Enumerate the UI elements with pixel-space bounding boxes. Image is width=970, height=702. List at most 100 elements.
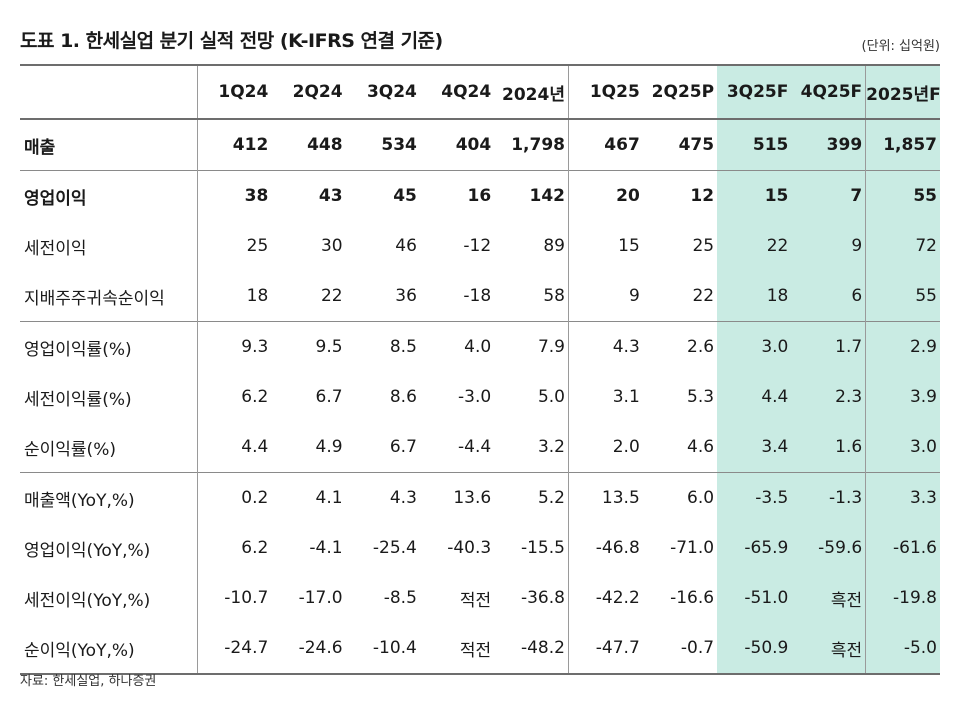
table-cell: 흑전 [791, 573, 867, 623]
table-row: 세전이익(YoY,%) -10.7 -17.0 -8.5 적전 -36.8 -42.2 -16… [20, 573, 940, 623]
source-note: 자료: 한세실업, 하나증권 [20, 674, 157, 689]
row-label: 영업이익 [20, 170, 198, 221]
table-row: 매출 412 448 534 404 1,798 467 475 515 399 1,857 [20, 119, 940, 171]
table-cell: 6.7 [315, 387, 343, 407]
table-cell: 12 [690, 186, 715, 206]
table-cell: -48.2 [494, 623, 569, 674]
table-cell: 9 [628, 286, 640, 306]
table-cell: -15.5 [494, 523, 569, 573]
header-row: 1Q24 2Q24 3Q24 4Q24 2024년 1Q25 2Q25P 3Q2… [20, 65, 941, 119]
table-cell: -24.7 [224, 638, 269, 658]
column-header: 2Q24 [292, 82, 343, 102]
table-cell: 4.3 [389, 488, 417, 508]
table-row: 순이익(YoY,%) -24.7 -24.6 -10.4 적전 -48.2 -47.7 -0.… [20, 623, 940, 674]
row-label: 순이익률(%) [20, 422, 198, 473]
table-cell: 5.2 [494, 472, 569, 523]
table-cell: -50.9 [717, 623, 792, 674]
row-label: 세전이익 [20, 221, 198, 271]
column-header: 2024년 [494, 65, 569, 119]
unit-label: (단위: 십억원) [861, 39, 940, 54]
table-cell: 1.7 [791, 321, 867, 372]
table-cell: -61.6 [865, 523, 940, 573]
table-cell: 30 [320, 236, 343, 256]
table-cell: 448 [307, 135, 343, 155]
table-cell: 적전 [459, 640, 492, 661]
table-cell: -59.6 [791, 523, 867, 573]
table-cell: 25 [692, 236, 715, 256]
table-cell: 13.6 [453, 488, 492, 508]
table-cell: -1.3 [791, 472, 867, 523]
table-row: 영업이익 38 43 45 16 142 20 12 15 7 55 [20, 170, 940, 221]
table-cell: -71.0 [670, 538, 715, 558]
table-cell: 8.5 [389, 337, 417, 357]
table-cell: 6.2 [241, 387, 269, 407]
table-cell: 46 [395, 236, 417, 256]
table-cell: 3.1 [612, 387, 640, 407]
table-cell: 22 [717, 221, 792, 271]
table-cell: 18 [717, 271, 792, 322]
column-header: 2025년F [865, 65, 941, 119]
row-label: 세전이익률(%) [20, 372, 198, 422]
table-cell: 흑전 [791, 623, 867, 674]
table-cell: 9 [791, 221, 867, 271]
table-row: 세전이익률(%) 6.2 6.7 8.6 -3.0 5.0 3.1 5.3 4.4 2.3 3.9 [20, 372, 940, 422]
table-cell: 3.4 [717, 422, 792, 473]
earnings-table-wrapper: 1Q24 2Q24 3Q24 4Q24 2024년 1Q25 2Q25P 3Q2… [20, 64, 941, 675]
table-cell: 7.9 [494, 321, 569, 372]
table-cell: 16 [467, 186, 492, 206]
table-cell: 534 [381, 135, 417, 155]
row-label: 매출액(YoY,%) [20, 472, 198, 523]
table-cell: -17.0 [298, 588, 343, 608]
column-header: 4Q24 [441, 82, 492, 102]
table-cell: 4.9 [315, 437, 343, 457]
table-cell: 1,857 [865, 119, 940, 171]
table-cell: 3.0 [717, 321, 792, 372]
table-cell: -0.7 [680, 638, 715, 658]
table-cell: 22 [320, 286, 343, 306]
table-cell: 475 [678, 135, 715, 155]
column-header: 3Q24 [366, 82, 417, 102]
table-cell: -46.8 [595, 538, 640, 558]
table-cell: -16.6 [670, 588, 715, 608]
header-label-cell [20, 65, 198, 119]
table-cell: 45 [393, 186, 417, 206]
table-body: 매출 412 448 534 404 1,798 467 475 515 399 1,857 영업이익… [20, 119, 940, 674]
table-cell: 13.5 [601, 488, 640, 508]
column-header: 2Q25P [651, 82, 715, 102]
row-label: 영업이익(YoY,%) [20, 523, 198, 573]
table-cell: 25 [246, 236, 269, 256]
table-row: 순이익률(%) 4.4 4.9 6.7 -4.4 3.2 2.0 4.6 3.4 1.6 3.0 [20, 422, 940, 473]
row-label: 세전이익(YoY,%) [20, 573, 198, 623]
table-cell: 2.0 [612, 437, 640, 457]
table-cell: 3.2 [494, 422, 569, 473]
table-cell: 2.3 [791, 372, 867, 422]
table-cell: -42.2 [595, 588, 640, 608]
table-cell: -36.8 [494, 573, 569, 623]
table-row: 세전이익 25 30 46 -12 89 15 25 22 9 72 [20, 221, 940, 271]
table-cell: 3.9 [865, 372, 940, 422]
table-cell: 72 [865, 221, 940, 271]
table-cell: -10.7 [224, 588, 269, 608]
table-cell: -25.4 [372, 538, 417, 558]
table-cell: 1,798 [494, 119, 569, 171]
table-cell: 3.0 [865, 422, 940, 473]
table-cell: 404 [455, 135, 492, 155]
table-cell: 20 [616, 186, 640, 206]
table-cell: -19.8 [865, 573, 940, 623]
table-cell: 22 [692, 286, 715, 306]
table-cell: 9.5 [315, 337, 343, 357]
table-cell: 55 [865, 271, 940, 322]
row-label: 순이익(YoY,%) [20, 623, 198, 674]
table-cell: 515 [717, 119, 792, 171]
column-header: 1Q25 [589, 82, 640, 102]
column-header: 3Q25F [717, 65, 792, 119]
table-cell: 4.0 [464, 337, 492, 357]
table-cell: -10.4 [372, 638, 417, 658]
column-header: 1Q24 [218, 82, 269, 102]
row-label: 영업이익률(%) [20, 321, 198, 372]
table-cell: -8.5 [383, 588, 417, 608]
table-cell: 89 [494, 221, 569, 271]
table-cell: 2.6 [687, 337, 715, 357]
table-cell: 55 [865, 170, 940, 221]
table-cell: -12 [463, 236, 492, 256]
